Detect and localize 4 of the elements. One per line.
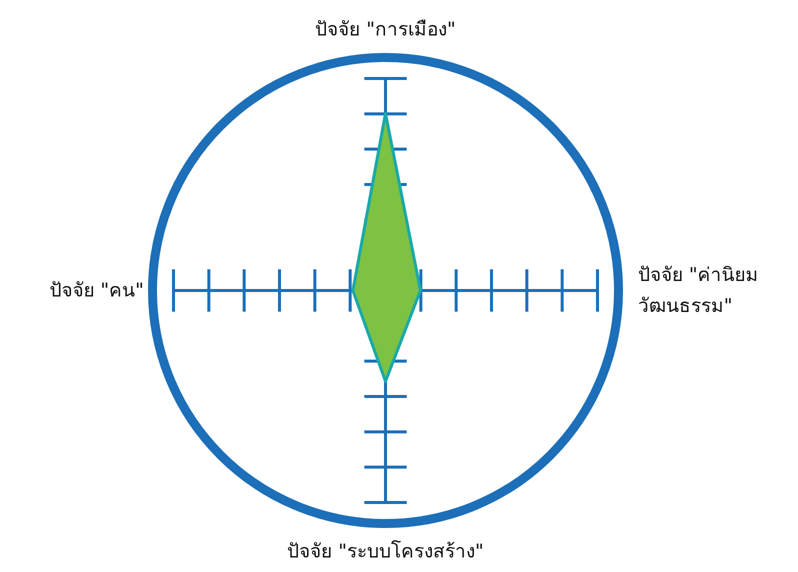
spoke-label: ปัจจัย "คน" xyxy=(49,280,144,302)
spoke-label: ปัจจัย "ระบบโครงสร้าง" xyxy=(287,539,484,562)
spoke-label: ปัจจัย "ค่านิยม วัฒนธรรม" xyxy=(638,264,759,317)
spoke-label: ปัจจัย "การเมือง" xyxy=(315,18,456,41)
